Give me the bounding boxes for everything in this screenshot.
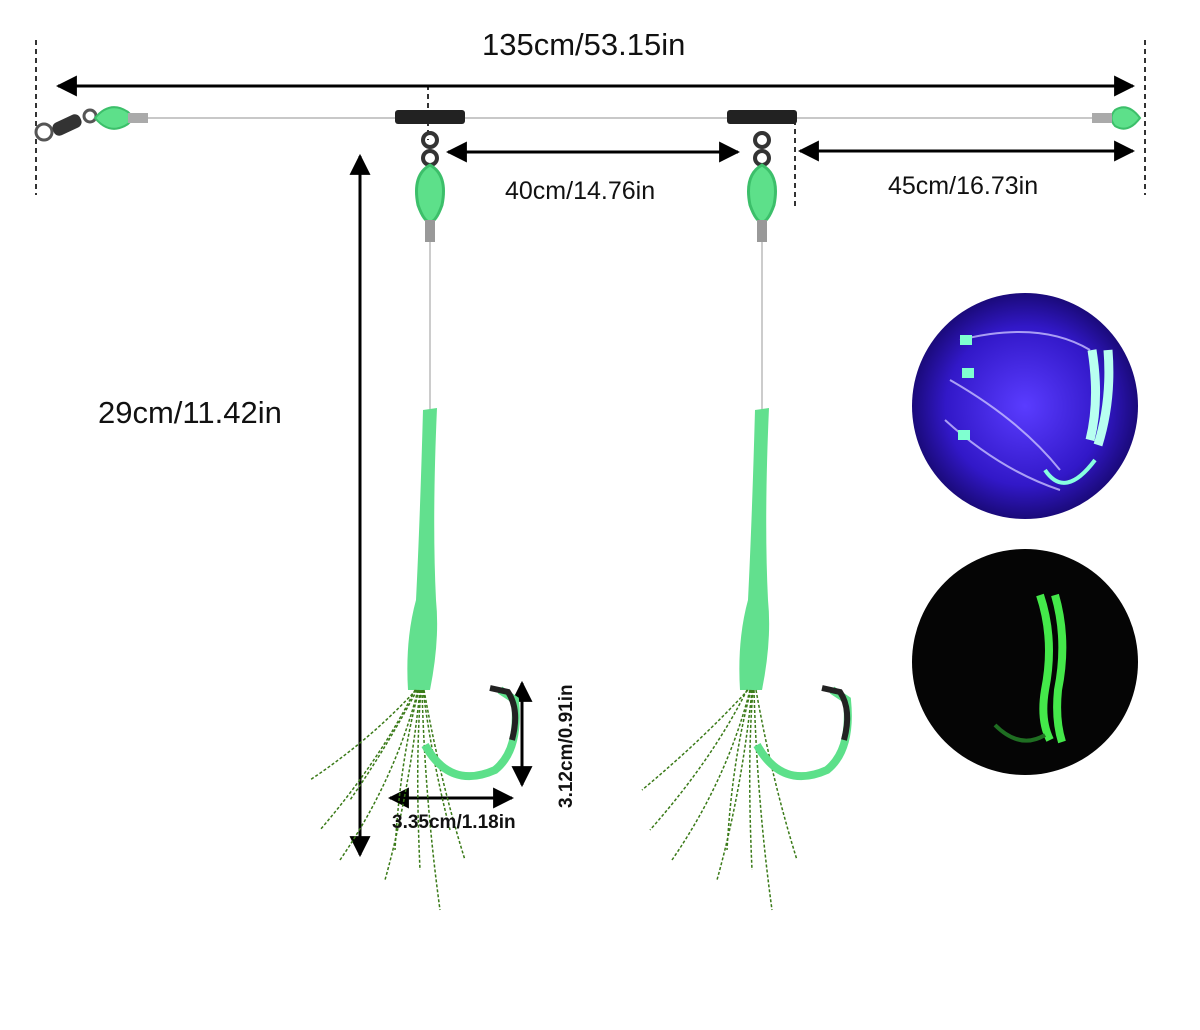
dropper-2	[641, 110, 852, 911]
hook-height-label: 3.12cm/0.91in	[556, 684, 577, 808]
dropper-length-label: 29cm/11.42in	[98, 395, 282, 430]
end-spacing-label: 45cm/16.73in	[888, 172, 1039, 200]
barrel-swivel-icon	[34, 108, 98, 142]
end-loop-left	[93, 106, 133, 130]
dropper-spacing-label: 40cm/14.76in	[505, 177, 656, 205]
total-length-label: 135cm/53.15in	[482, 27, 686, 62]
dropper-1	[309, 110, 520, 911]
end-loop-right	[1110, 106, 1142, 130]
hook-width-label: 3.35cm/1.18in	[392, 812, 516, 833]
glow-in-dark-photo	[912, 549, 1138, 775]
uv-light-photo	[912, 293, 1138, 519]
